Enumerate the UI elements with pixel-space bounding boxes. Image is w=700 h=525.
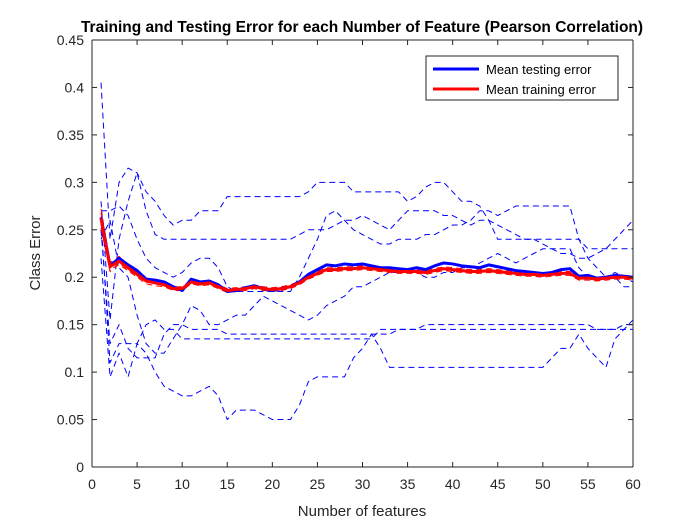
x-tick-label: 40 — [445, 476, 461, 492]
y-tick-label: 0.3 — [65, 174, 85, 190]
mean-testing-error-line — [99, 217, 634, 293]
x-axis-label: Number of features — [298, 503, 426, 520]
testing-fold-line-3 — [100, 220, 633, 364]
x-tick-label: 35 — [400, 476, 416, 492]
x-tick-label: 0 — [88, 476, 96, 492]
testing-fold-line-6 — [101, 205, 633, 292]
y-tick-label: 0.25 — [57, 222, 84, 238]
testing-fold-line-5 — [100, 172, 634, 321]
x-tick-label: 30 — [355, 476, 371, 492]
ticks: 0 5 10 15 20 25 30 35 40 45 50 55 60 0 0.05 0.1 0.15 0.2 0… — [57, 32, 641, 492]
series-layer — [99, 82, 634, 421]
testing-fold-line-7 — [100, 219, 634, 354]
x-tick-label: 50 — [535, 476, 551, 492]
training-fold-line-10 — [100, 223, 634, 293]
x-tick-label: 45 — [490, 476, 506, 492]
y-tick-label: 0.2 — [65, 269, 85, 285]
y-tick-label: 0.45 — [57, 32, 84, 48]
testing-fold-line-2 — [100, 82, 633, 250]
y-tick-label: 0.05 — [57, 412, 84, 428]
legend-label-training: Mean training error — [486, 82, 596, 97]
chart-title: Training and Testing Error for each Numb… — [81, 19, 643, 36]
x-tick-label: 20 — [265, 476, 281, 492]
x-tick-label: 55 — [580, 476, 596, 492]
y-axis-label: Class Error — [27, 215, 44, 290]
x-tick-label: 5 — [133, 476, 141, 492]
legend-label-testing: Mean testing error — [486, 62, 592, 77]
x-tick-label: 25 — [310, 476, 326, 492]
legend: Mean testing error Mean training error — [425, 55, 619, 101]
y-tick-label: 0.35 — [57, 127, 84, 143]
y-tick-label: 0.4 — [65, 79, 85, 95]
x-tick-label: 10 — [174, 476, 190, 492]
testing-fold-line-4 — [100, 258, 634, 421]
plot-area — [92, 40, 633, 467]
y-tick-label: 0 — [76, 459, 84, 475]
x-tick-label: 15 — [219, 476, 235, 492]
x-tick-label: 60 — [625, 476, 641, 492]
mean-training-error-line — [99, 218, 634, 293]
legend-box — [425, 55, 619, 101]
y-tick-label: 0.15 — [57, 317, 84, 333]
y-tick-label: 0.1 — [65, 364, 85, 380]
